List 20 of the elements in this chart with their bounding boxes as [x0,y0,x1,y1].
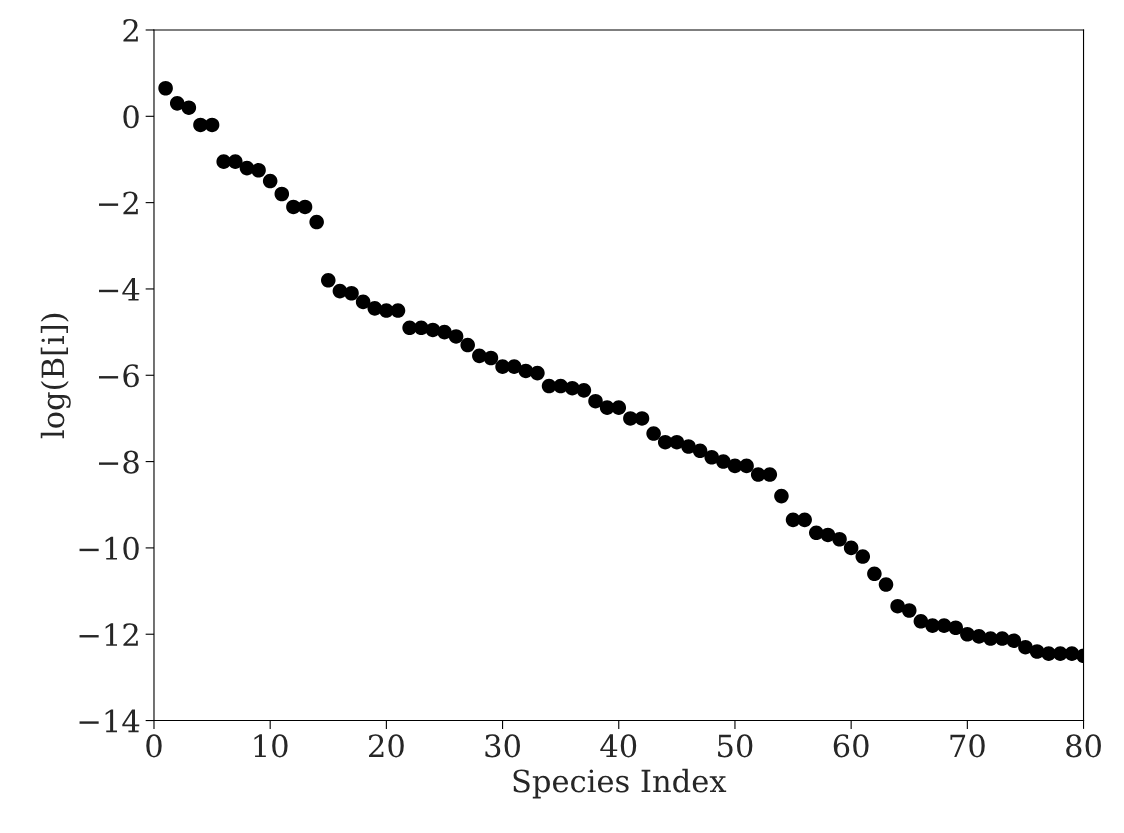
y-tick-label: −10 [79,536,139,560]
y-tick-label: −4 [98,277,140,301]
x-tick-label: 70 [950,734,985,758]
x-tick-label: 20 [369,734,404,758]
y-tick-label: 0 [123,105,139,129]
x-tick-label: 30 [485,734,520,758]
y-tick-label: −2 [98,191,138,215]
x-tick-label: 60 [833,734,869,758]
x-tick-label: 80 [1066,734,1101,758]
x-tick-label: 40 [600,734,637,758]
x-tick-label: 0 [146,734,162,758]
y-tick-label: −14 [79,709,140,733]
y-tick-label: −12 [79,623,138,646]
y-tick-label: −8 [98,450,139,474]
y-axis-title: log(B[i]) [40,313,71,439]
y-tick-label: 2 [123,18,138,42]
x-axis-title: Species Index [513,768,727,799]
x-tick-label: 50 [718,734,753,758]
x-tick-label: 10 [254,734,288,758]
y-tick-label: −6 [98,364,139,388]
